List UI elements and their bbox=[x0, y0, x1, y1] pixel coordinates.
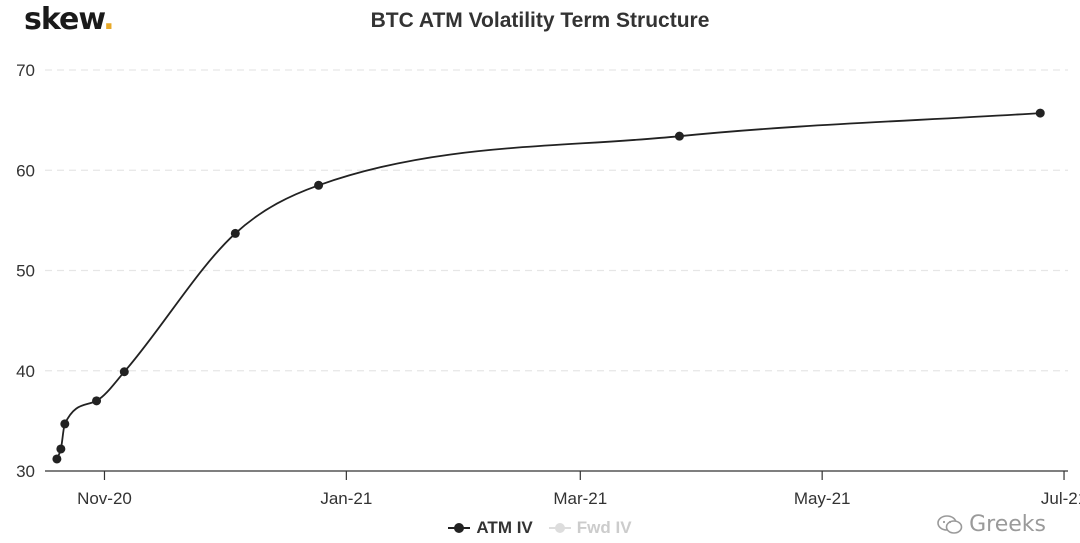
x-tick-label: Jul-21 bbox=[1041, 489, 1080, 508]
x-tick-label: Mar-21 bbox=[553, 489, 607, 508]
data-point bbox=[56, 444, 66, 454]
legend-item-fwd-iv[interactable]: Fwd IV bbox=[548, 518, 632, 538]
y-tick-label: 30 bbox=[16, 462, 35, 481]
y-tick-label: 50 bbox=[16, 262, 35, 281]
data-point bbox=[230, 228, 240, 238]
y-tick-label: 60 bbox=[16, 161, 35, 180]
legend-marker-icon bbox=[448, 523, 471, 533]
data-point bbox=[314, 180, 324, 190]
x-tick-label: Jan-21 bbox=[320, 489, 372, 508]
chart-title: BTC ATM Volatility Term Structure bbox=[370, 9, 710, 32]
data-point bbox=[119, 367, 129, 377]
data-point bbox=[1035, 108, 1045, 118]
skew-logo: skew. bbox=[24, 2, 115, 37]
watermark: Greeks bbox=[937, 512, 1046, 537]
data-point bbox=[92, 396, 102, 406]
series-line-atm-iv bbox=[56, 112, 1041, 460]
chart-legend: ATM IV Fwd IV bbox=[0, 518, 1080, 538]
x-tick-label: May-21 bbox=[794, 489, 851, 508]
data-point bbox=[60, 419, 70, 429]
y-tick-label: 70 bbox=[16, 61, 35, 80]
legend-marker-icon bbox=[548, 523, 571, 533]
legend-label: ATM IV bbox=[476, 518, 533, 537]
watermark-text: Greeks bbox=[969, 512, 1046, 537]
y-tick-label: 40 bbox=[16, 362, 35, 381]
wechat-icon bbox=[937, 514, 963, 534]
data-point bbox=[52, 454, 62, 464]
legend-item-atm-iv[interactable]: ATM IV bbox=[448, 518, 533, 538]
x-tick-label: Nov-20 bbox=[77, 489, 132, 508]
data-point bbox=[674, 131, 684, 141]
legend-label: Fwd IV bbox=[576, 518, 632, 537]
